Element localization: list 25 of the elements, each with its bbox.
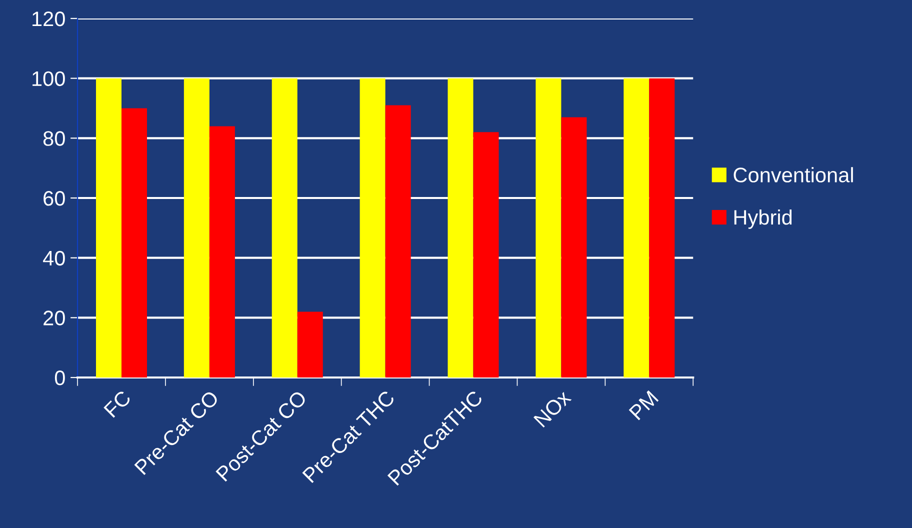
legend-label: Conventional (734, 167, 853, 182)
y-tick-label: 40 (43, 250, 65, 266)
bar (624, 78, 650, 378)
bar (536, 78, 562, 378)
bar (448, 78, 474, 378)
bar (272, 78, 298, 378)
bar (209, 126, 235, 378)
bar (184, 78, 210, 378)
bar (121, 108, 147, 378)
bar (561, 117, 587, 378)
bar (649, 78, 675, 378)
x-tick-label: PM (628, 390, 659, 420)
bar (360, 78, 386, 378)
bar (96, 78, 122, 378)
x-tick-label: FC (103, 390, 132, 418)
y-tick-label: 0 (54, 370, 65, 386)
bar (473, 132, 499, 378)
y-tick-label: 80 (43, 131, 65, 146)
y-tick-label: 100 (32, 71, 65, 86)
y-tick-label: 120 (32, 11, 65, 26)
legend-label: Hybrid (734, 209, 792, 229)
bar (297, 312, 323, 378)
y-tick-label: 60 (44, 191, 65, 206)
bar (385, 105, 411, 378)
y-tick-label: 20 (44, 310, 65, 326)
